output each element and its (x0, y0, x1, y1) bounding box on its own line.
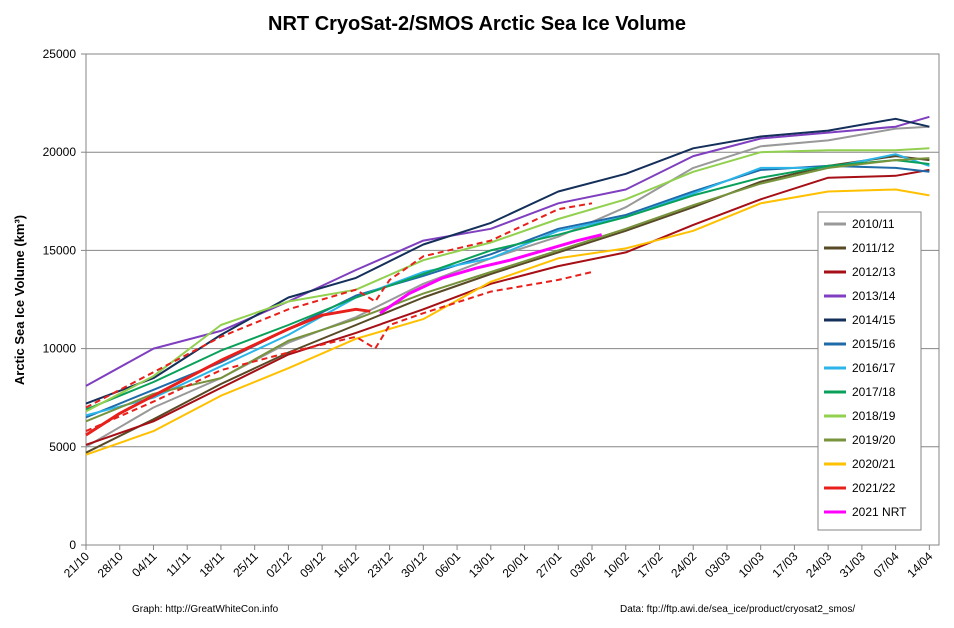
x-tick-label: 28/10 (95, 549, 126, 580)
y-axis-label: Arctic Sea Ice Volume (km³) (12, 215, 27, 385)
legend-entry: 2011/12 (852, 241, 895, 255)
x-tick-label: 02/12 (263, 549, 294, 580)
series-line-dashed-13 (85, 271, 593, 433)
y-tick-label: 20000 (43, 145, 77, 159)
x-tick-label: 23/12 (365, 549, 396, 580)
x-tick-label: 31/03 (837, 549, 868, 580)
series-line-2017-18 (85, 159, 930, 411)
x-tick-label: 09/12 (297, 549, 328, 580)
x-tick-label: 25/11 (230, 549, 261, 580)
x-tick-label: 04/11 (129, 549, 160, 580)
x-tick-label: 18/11 (197, 549, 228, 580)
series-line-2012-13 (85, 168, 930, 446)
chart-title: NRT CryoSat-2/SMOS Arctic Sea Ice Volume (268, 13, 686, 35)
x-tick-label: 07/04 (871, 549, 902, 580)
plot-area (85, 53, 940, 546)
x-tick-label: 21/10 (61, 549, 92, 580)
legend-entry: 2020/21 (852, 457, 896, 471)
series-line-2021-NRT (379, 233, 603, 315)
legend-box (817, 211, 922, 531)
legend-entry: 2021/22 (852, 481, 896, 495)
series-line-2020-21 (85, 188, 930, 456)
y-axis-ticks: 0 5000 10000 15000 20000 25000 (43, 47, 86, 552)
legend-entry: 2014/15 (852, 313, 896, 327)
x-tick-label: 24/03 (803, 549, 834, 580)
series-line-2013-14 (85, 115, 930, 387)
x-tick-label: 27/01 (533, 549, 564, 580)
y-tick-label: 10000 (43, 342, 77, 356)
legend-entry: 2012/13 (852, 265, 896, 279)
series-line-2011-12 (85, 155, 930, 454)
series-line-2018-19 (85, 147, 930, 413)
x-tick-label: 20/01 (500, 549, 531, 580)
x-tick-label: 30/12 (398, 549, 429, 580)
legend-entry: 2013/14 (852, 289, 896, 303)
x-tick-label: 17/02 (634, 549, 665, 580)
x-tick-label: 13/01 (466, 549, 497, 580)
series-line-2019-20 (85, 157, 930, 423)
legend-entry: 2016/17 (852, 361, 896, 375)
x-tick-label: 17/03 (769, 549, 800, 580)
x-tick-label: 16/12 (331, 549, 362, 580)
legend-entry: 2015/16 (852, 337, 896, 351)
legend-entry: 2010/11 (852, 217, 895, 231)
y-tick-label: 5000 (49, 440, 76, 454)
x-axis-ticks: 21/10 28/10 04/11 11/11 18/11 25/11 02/12 09/12… (61, 545, 936, 580)
legend-entry: 2017/18 (852, 385, 896, 399)
y-tick-label: 0 (69, 538, 76, 552)
x-tick-label: 03/02 (567, 549, 598, 580)
x-tick-label: 10/02 (601, 549, 632, 580)
legend-entry: 2021 NRT (852, 505, 907, 519)
x-tick-label: 24/02 (668, 549, 699, 580)
y-tick-label: 15000 (43, 243, 77, 257)
x-tick-label: 06/01 (432, 549, 463, 580)
series-line-2016-17 (85, 153, 930, 417)
series-lines (85, 115, 930, 456)
x-tick-label: 11/11 (163, 549, 193, 579)
series-line-2014-15 (85, 117, 930, 405)
legend-entry: 2019/20 (852, 433, 896, 447)
x-tick-label: 03/03 (702, 549, 733, 580)
y-tick-label: 25000 (43, 47, 77, 61)
x-tick-label: 14/04 (904, 549, 935, 580)
data-credit: Data: ftp://ftp.awi.de/sea_ice/product/c… (620, 604, 855, 615)
x-tick-label: 10/03 (736, 549, 767, 580)
legend: 2010/11 2011/12 2012/13 2013/14 2014/15 2015/… (817, 211, 922, 531)
graph-credit: Graph: http://GreatWhiteCon.info (132, 604, 279, 615)
series-line-2021-22 (85, 307, 371, 437)
legend-entry: 2018/19 (852, 409, 896, 423)
